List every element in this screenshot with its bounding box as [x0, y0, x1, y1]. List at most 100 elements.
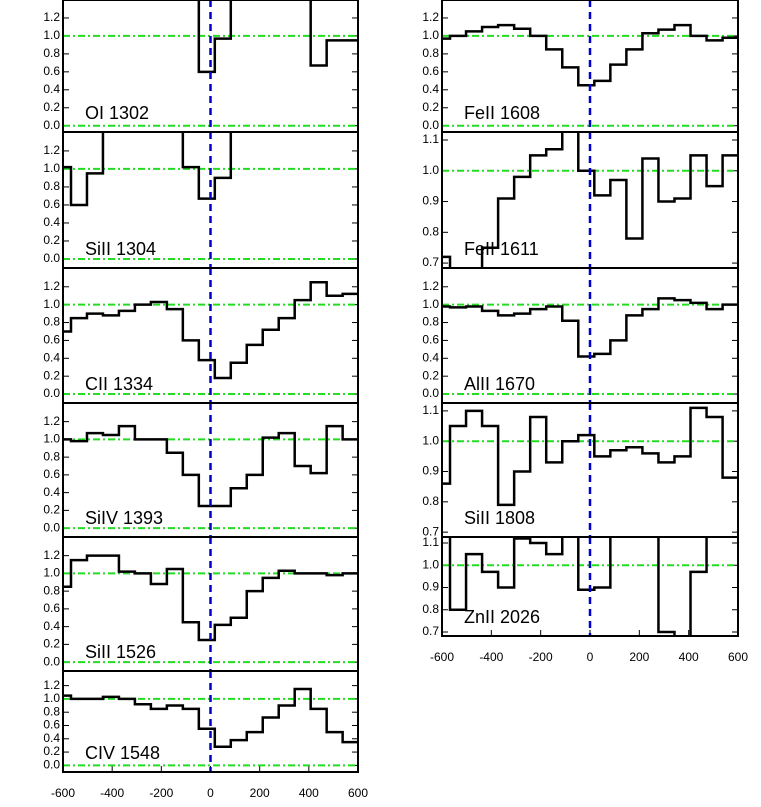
y-tick-label: 1.0	[43, 566, 60, 580]
line-label: SiII 1808	[464, 508, 535, 528]
y-tick-label: 0.8	[422, 602, 439, 616]
panel: 0.0 0.2 0.4 0.6 0.8 1.0 1.2 AlII 1670	[422, 267, 739, 404]
flux-profile	[63, 554, 358, 642]
x-tick-label: 200	[629, 650, 649, 664]
y-tick-label: 0.6	[422, 333, 439, 347]
y-tick-label: 0.6	[43, 197, 60, 211]
y-tick-label: 1.1	[422, 132, 439, 146]
x-tick-label: -600	[51, 786, 75, 800]
flux-profile	[442, 406, 738, 507]
panel: 0.0 0.2 0.4 0.6 0.8 1.0 1.2 FeII 1608	[422, 0, 739, 133]
panel-frame	[62, 670, 359, 773]
y-tick-label: 0.6	[43, 333, 60, 347]
y-tick-label: 1.2	[43, 414, 60, 428]
y-tick-label: 0.7	[422, 255, 439, 269]
line-label: AlII 1670	[464, 374, 535, 394]
y-tick-label: 0.2	[43, 637, 60, 651]
y-tick-label: 0.6	[43, 718, 60, 732]
y-tick-label: 0.2	[43, 744, 60, 758]
x-tick-label: -200	[529, 650, 553, 664]
y-tick-label: 0.4	[43, 82, 60, 96]
y-tick-label: 1.0	[422, 28, 439, 42]
y-tick-label: 0.0	[43, 118, 60, 132]
x-tick-label: 600	[728, 650, 748, 664]
line-label: CIV 1548	[85, 743, 160, 763]
x-tick-label: 400	[679, 650, 699, 664]
y-tick-label: 0.4	[43, 731, 60, 745]
panel: 0.00.20.40.60.81.01.2 -600 -400 -200 0 200 400…	[43, 670, 368, 800]
y-tick-label: 0.0	[43, 758, 60, 772]
y-tick-label: 0.8	[43, 179, 60, 193]
y-tick-label: 0.9	[422, 194, 439, 208]
y-tick-label: 1.1	[422, 535, 439, 549]
y-tick-label: 0.0	[43, 251, 60, 265]
y-tick-label: 1.1	[422, 403, 439, 417]
flux-profile	[442, 132, 738, 268]
flux-profile	[197, 0, 358, 74]
y-tick-label: 0.0	[422, 118, 439, 132]
flux-profile	[448, 537, 708, 636]
y-tick-label: 0.9	[422, 464, 439, 478]
y-tick-label: 0.0	[43, 654, 60, 668]
y-tick-label: 0.4	[43, 485, 60, 499]
y-tick-label: 0.0	[43, 520, 60, 534]
y-tick-label: 0.8	[43, 583, 60, 597]
y-tick-label: 0.7	[422, 624, 439, 638]
y-tick-label: 1.2	[43, 143, 60, 157]
y-tick-label: 0.6	[43, 467, 60, 481]
y-tick-label: 0.8	[422, 224, 439, 238]
y-tick-label: 1.0	[43, 691, 60, 705]
y-tick-label: 0.8	[422, 46, 439, 60]
y-tick-label: 1.0	[43, 432, 60, 446]
y-tick-label: 1.0	[43, 161, 60, 175]
y-tick-label: 1.0	[422, 163, 439, 177]
y-tick-label: 0.4	[43, 350, 60, 364]
y-tick-label: 0.2	[43, 503, 60, 517]
y-tick-label: 0.2	[422, 100, 439, 114]
line-label: FeII 1611	[464, 239, 539, 259]
panel: 0.7 0.8 0.9 1.0 1.1 SiII 1808	[422, 402, 739, 538]
x-tick-label: -600	[430, 650, 454, 664]
flux-profile	[442, 23, 738, 87]
y-tick-label: 1.0	[43, 28, 60, 42]
panel: 0.0 0.2 0.4 0.6 0.8 1.0 1.2 SiII 1304	[43, 131, 359, 269]
y-tick-label: 1.2	[422, 10, 439, 24]
panel: 0.0 0.2 0.4 0.6 0.8 1.0 1.2 SiII 1526	[43, 536, 359, 672]
panel: 0.0 0.2 0.4 0.6 0.8 1.0 1.2 CII 1334	[43, 267, 359, 404]
y-tick-label: 0.6	[43, 64, 60, 78]
flux-profile	[63, 281, 358, 380]
x-tick-label: 600	[348, 786, 368, 800]
panel: 0.0 0.2 0.4 0.6 0.8 1.0 1.2 SiIV 1393	[43, 402, 359, 538]
flux-profile	[63, 687, 358, 748]
panel: 0.7 0.8 0.9 1.0 1.1 FeII 1611	[422, 131, 739, 269]
flux-profile	[442, 297, 738, 358]
x-tick-label: 0	[587, 650, 594, 664]
y-tick-label: 1.0	[422, 557, 439, 571]
y-tick-label: 1.0	[422, 297, 439, 311]
line-label: CII 1334	[85, 374, 153, 394]
y-tick-label: 0.4	[422, 82, 439, 96]
y-tick-label: 0.8	[43, 315, 60, 329]
x-tick-label: -200	[149, 786, 173, 800]
y-tick-label: 1.2	[43, 279, 60, 293]
y-tick-label: 1.2	[422, 279, 439, 293]
y-tick-label: 0.0	[43, 386, 60, 400]
y-tick-label: 0.8	[43, 704, 60, 718]
panel-frame	[441, 536, 739, 637]
flux-profile	[63, 424, 358, 508]
x-tick-label: -400	[479, 650, 503, 664]
x-tick-label: 200	[250, 786, 270, 800]
y-tick-label: 0.7	[422, 524, 439, 538]
y-tick-label: 0.4	[43, 215, 60, 229]
line-label: SiII 1304	[85, 239, 156, 259]
y-tick-label: 0.8	[43, 449, 60, 463]
y-tick-label: 1.0	[43, 297, 60, 311]
y-tick-label: 0.4	[43, 619, 60, 633]
y-tick-label: 0.2	[43, 368, 60, 382]
y-tick-label: 0.6	[422, 64, 439, 78]
y-tick-label: 0.6	[43, 601, 60, 615]
x-tick-label: 0	[207, 786, 214, 800]
line-label: FeII 1608	[464, 103, 540, 123]
y-tick-label: 1.0	[422, 433, 439, 447]
